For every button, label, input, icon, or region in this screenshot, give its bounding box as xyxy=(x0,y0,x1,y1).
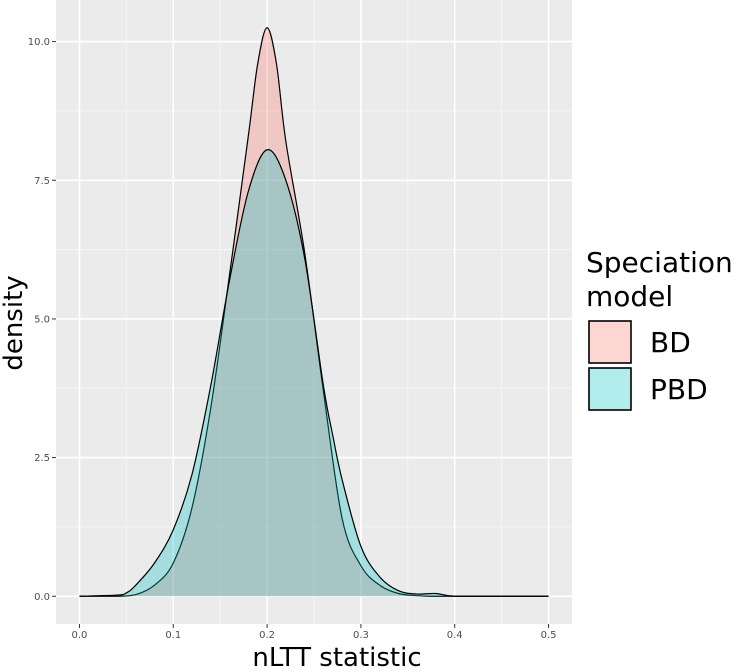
y-tick-label: 10.0 xyxy=(28,37,50,48)
y-tick-label: 0.0 xyxy=(34,592,50,603)
density-line-bd xyxy=(79,27,549,597)
x-axis-title: nLTT statistic xyxy=(252,643,421,668)
x-tick-label: 0.2 xyxy=(259,630,275,641)
y-axis-title: density xyxy=(0,275,29,370)
x-tick-label: 0.3 xyxy=(353,630,369,641)
y-tick-label: 7.5 xyxy=(34,176,50,187)
x-tick-label: 0.0 xyxy=(72,630,88,641)
density-line-pbd xyxy=(79,149,549,597)
legend-key-pbd xyxy=(588,367,632,411)
series-bd xyxy=(79,27,549,597)
legend-title: model xyxy=(586,280,673,313)
legend-title: Speciation xyxy=(586,246,733,279)
legend-label-pbd: PBD xyxy=(650,373,708,406)
y-tick-label: 5.0 xyxy=(34,314,50,325)
x-tick-label: 0.1 xyxy=(165,630,181,641)
y-tick-label: 2.5 xyxy=(34,453,50,464)
legend-key-bd xyxy=(588,320,632,364)
grid-layer xyxy=(56,0,572,624)
legend-key-background xyxy=(589,368,631,410)
x-tick-label: 0.5 xyxy=(541,630,557,641)
legend-label-bd: BD xyxy=(650,326,691,359)
series-layer xyxy=(79,27,549,597)
axis-layer: 0.0 0.1 0.2 0.3 0.4 0.5 0.0 2.5 5.0 7.5 10.0 xyxy=(28,37,557,641)
x-tick-label: 0.4 xyxy=(447,630,463,641)
density-area-pbd xyxy=(79,149,549,597)
legend-key-background xyxy=(589,321,631,363)
density-area-bd xyxy=(79,27,549,597)
series-pbd xyxy=(79,149,549,597)
